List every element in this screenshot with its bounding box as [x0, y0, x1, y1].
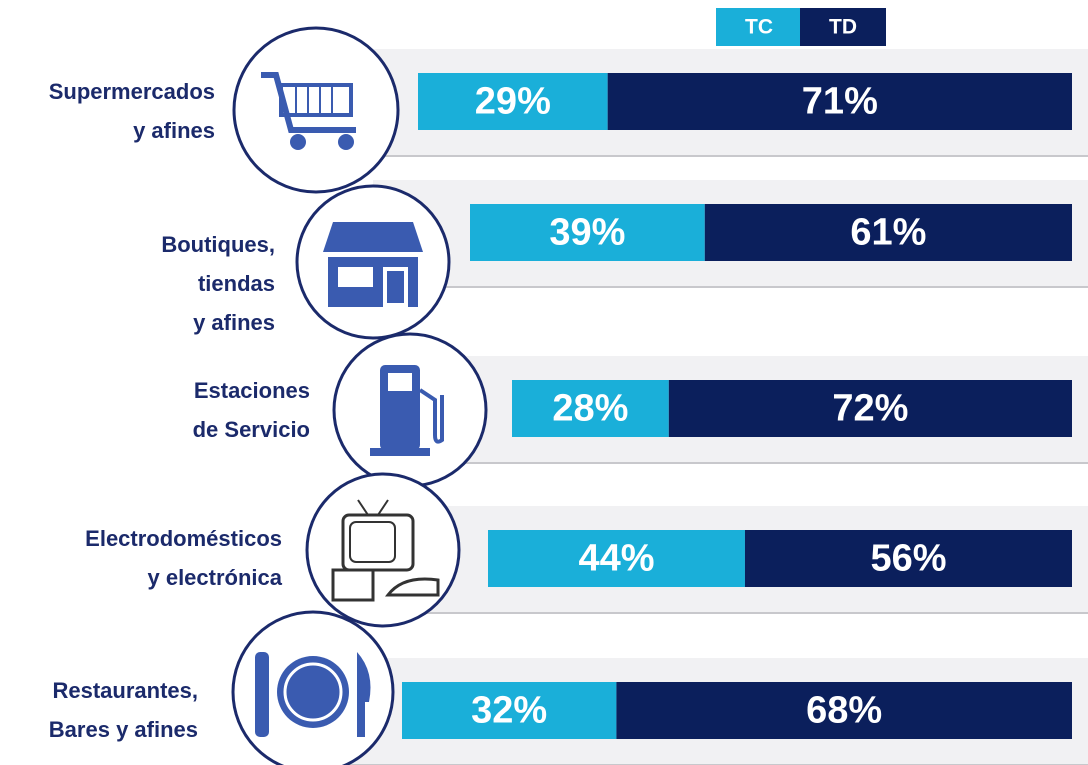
legend-swatch: [716, 8, 802, 46]
category-label: Supermercados: [49, 79, 215, 104]
legend-label: TD: [829, 16, 857, 39]
value-label: 68%: [806, 690, 882, 732]
category-label: y afines: [193, 310, 275, 335]
bar-segment: [704, 204, 1072, 261]
icon: [261, 72, 356, 133]
icon: [370, 448, 430, 456]
value-label: 39%: [549, 212, 625, 254]
icon: [323, 222, 423, 252]
icon: [338, 134, 354, 150]
icon: [387, 271, 404, 303]
bar-segment: [418, 73, 608, 130]
icon: [388, 373, 412, 391]
icon: [349, 521, 396, 563]
value-label: 32%: [471, 690, 547, 732]
icon: [357, 652, 371, 737]
icon: [331, 499, 440, 602]
category-label: y electrónica: [147, 565, 282, 590]
icon: [357, 499, 369, 516]
category-label: y afines: [133, 118, 215, 143]
bar-segment: [744, 530, 1072, 587]
value-label: 56%: [870, 538, 946, 580]
icon: [279, 83, 353, 117]
bar-segment: [607, 73, 1072, 130]
bar-segment: [402, 682, 617, 739]
category-label: Restaurantes,: [52, 678, 198, 703]
category-label: Bares y afines: [49, 717, 198, 742]
category-label: de Servicio: [193, 417, 310, 442]
category-label: tiendas: [198, 271, 275, 296]
icon: [261, 72, 356, 150]
category-label: Estaciones: [194, 378, 310, 403]
value-label: 44%: [578, 538, 654, 580]
icon: [255, 652, 269, 737]
bar-segment: [616, 682, 1072, 739]
bar-segment: [512, 380, 669, 437]
value-label: 61%: [850, 212, 926, 254]
icon: [323, 222, 423, 307]
icon: [338, 267, 373, 287]
value-label: 71%: [802, 81, 878, 123]
icon: [255, 652, 371, 737]
category-label: Boutiques,: [161, 232, 275, 257]
icon-circle: [232, 26, 400, 194]
icon: [418, 388, 444, 444]
value-label: 29%: [475, 81, 551, 123]
icon: [331, 568, 375, 602]
bar-segment: [488, 530, 745, 587]
icon: [290, 134, 306, 150]
bar-segment: [668, 380, 1072, 437]
icon-circle: [305, 472, 461, 628]
value-label: 28%: [552, 388, 628, 430]
legend-label: TC: [745, 16, 773, 39]
icon: [283, 662, 343, 722]
bar-segment: [470, 204, 705, 261]
value-label: 72%: [832, 388, 908, 430]
icon: [370, 365, 444, 456]
legend-swatch: [800, 8, 886, 46]
category-label: Electrodomésticos: [85, 526, 282, 551]
icon: [384, 577, 440, 597]
icon: [277, 656, 349, 728]
icon: [377, 499, 389, 516]
